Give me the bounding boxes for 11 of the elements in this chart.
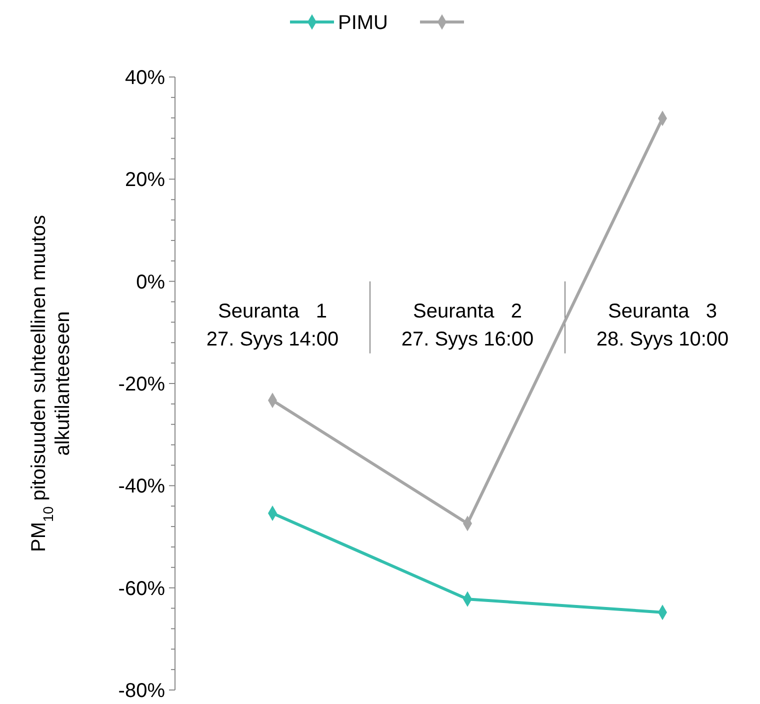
- x-tick-label: Seuranta 1 27. Syys 14:00: [206, 300, 339, 350]
- x-tick-label: Seuranta 2 27. Syys 16:00: [401, 300, 534, 350]
- y-tick-label: -20%: [118, 374, 166, 396]
- y-tick-label: -60%: [118, 578, 166, 600]
- y-tick-label: 40%: [124, 67, 166, 89]
- y-tick-label: -40%: [118, 476, 166, 498]
- legend-label: PIMU: [338, 12, 388, 34]
- x-tick-label: Seuranta 3 28. Syys 10:00: [596, 300, 729, 350]
- y-tick-label: 20%: [124, 169, 166, 192]
- y-tick-label: -80%: [118, 680, 166, 702]
- y-tick-label: 0%: [136, 271, 166, 294]
